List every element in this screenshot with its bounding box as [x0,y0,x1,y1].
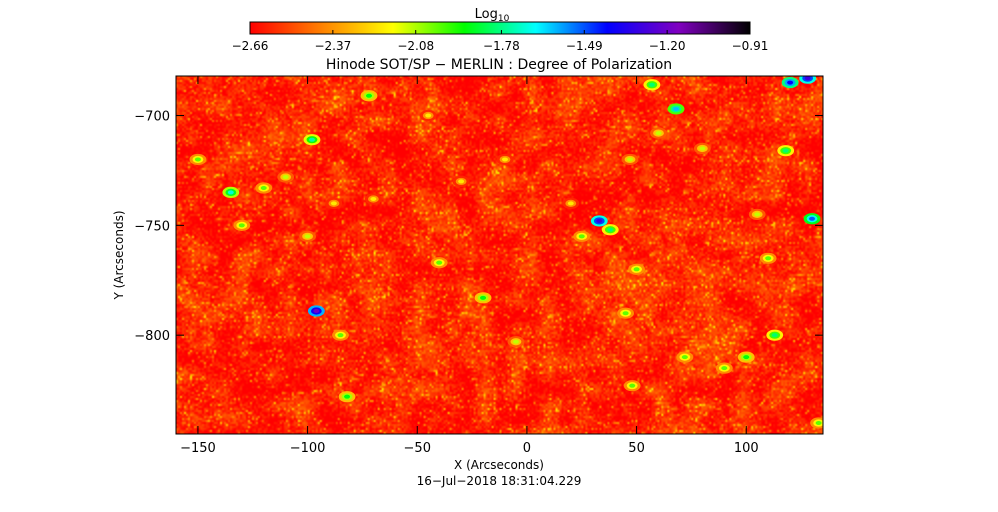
colorbar-ticks: −2.66 −2.37 −2.08 −1.78 −1.49 −1.20 −0.91 [232,30,769,53]
polarization-feature [633,267,640,272]
polarization-feature [330,201,337,206]
colorbar-label-base: Log [475,7,498,22]
x-tick-label: −100 [290,441,326,456]
polarization-feature [260,186,267,191]
polarization-feature [771,333,778,338]
x-tick-label: 0 [523,441,531,456]
colorbar-tick-label: −1.49 [566,39,603,53]
polarization-feature [308,137,315,142]
polarization-feature [787,80,794,85]
colorbar-tick-label: −0.91 [732,39,769,53]
y-tick-label: −800 [134,329,170,344]
polarization-feature [809,216,816,221]
y-tick-label: −750 [134,219,170,234]
polarization-feature [578,234,585,239]
polarization-feature [655,131,662,136]
polarization-feature [567,201,574,206]
feature-layer [189,76,823,429]
polarization-feature [366,93,373,98]
polarization-feature [782,148,789,153]
polarization-feature [648,82,655,87]
colorbar-label-sub: 10 [498,14,510,24]
polarization-feature [681,355,688,360]
colorbar-tick-label: −2.08 [397,39,434,53]
colorbar-tick-label: −2.66 [232,39,269,53]
colorbar-label: Log10 [475,7,510,24]
polarization-feature [629,383,636,388]
x-tick-label: −150 [180,441,216,456]
polarization-feature [238,223,245,228]
polarization-feature [194,157,201,162]
polarization-feature [607,227,614,232]
polarization-feature [754,212,761,217]
y-axis-label: Y (Arcseconds) [112,210,126,300]
polarization-feature [304,234,311,239]
polarization-feature [282,175,289,180]
polarization-feature [227,190,234,195]
polarization-feature [501,157,508,162]
polarization-feature [699,146,706,151]
polarization-feature [337,333,344,338]
polarization-feature [626,157,633,162]
plot-area [176,76,823,434]
x-tick-label: 50 [628,441,645,456]
polarization-feature [765,256,772,261]
polarization-feature [458,179,465,184]
x-axis-label: X (Arcseconds) [454,458,544,472]
x-tick-label: 100 [734,441,759,456]
polarization-feature [804,76,811,81]
polarization-feature [721,366,728,371]
polarization-feature [622,311,629,316]
heatmap-image [176,76,823,434]
polarization-feature [815,421,822,426]
x-tick-label: −50 [404,441,431,456]
polarization-feature [512,339,519,344]
polarization-feature [344,394,351,399]
colorbar-tick-label: −2.37 [314,39,351,53]
polarization-feature [313,309,320,314]
y-axis-ticks: −700 −750 −800 [134,110,823,344]
observation-timestamp: 16−Jul−2018 18:31:04.229 [417,474,582,488]
polarization-feature [370,196,377,201]
polarization-feature [596,218,603,223]
x-axis-ticks: −150 −100 −50 0 50 100 [180,76,759,456]
polarization-feature [425,113,432,118]
plot-frame [175,75,824,435]
polarization-feature [480,295,487,300]
polarization-feature [743,355,750,360]
y-tick-label: −700 [134,110,170,125]
colorbar [249,21,751,35]
polarization-feature [673,106,680,111]
polarization-feature [436,260,443,265]
colorbar-tick-label: −1.78 [483,39,520,53]
colorbar-tick-label: −1.20 [649,39,686,53]
chart-title: Hinode SOT/SP − MERLIN : Degree of Polar… [326,57,672,73]
